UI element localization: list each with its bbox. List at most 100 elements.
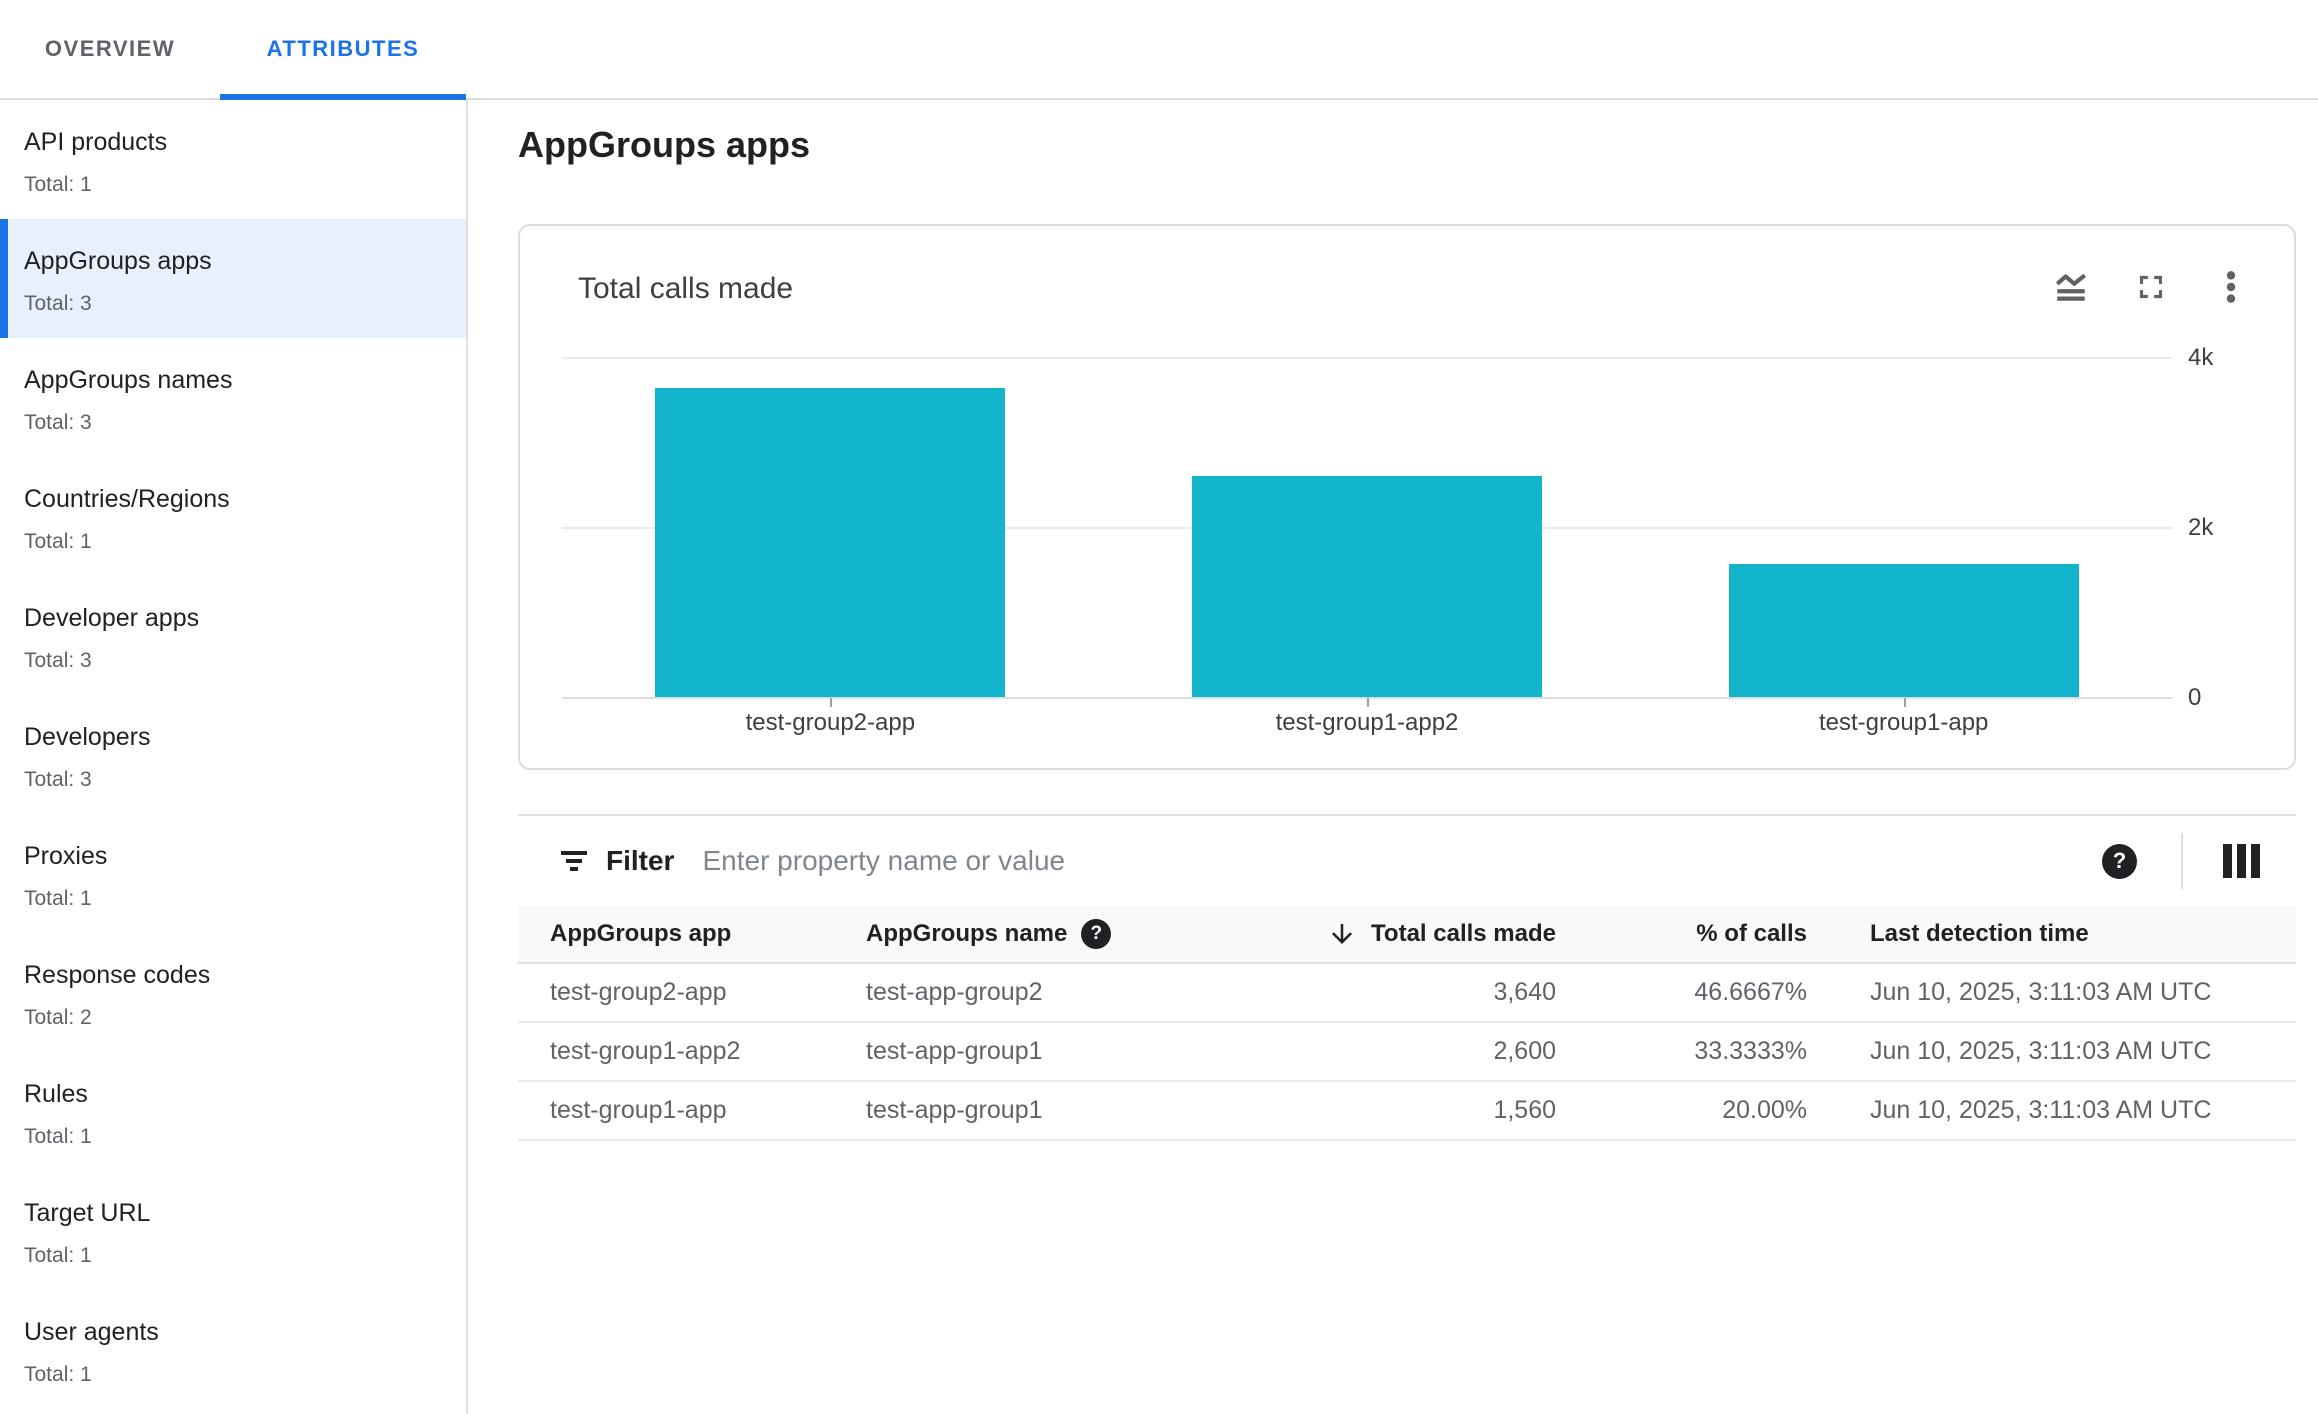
cell-total-calls: 1,560 [1226,1081,1556,1141]
bar-slots [562,357,2172,707]
sidebar-item-total: Total: 1 [24,1244,92,1267]
cell-appgroups-app: test-group1-app [518,1081,866,1141]
appgroups-apps-table: AppGroups app AppGroups name ? [518,906,2296,1141]
sidebar-item-label: Rules [24,1080,88,1108]
sidebar-item-total: Total: 1 [24,1125,92,1148]
cell-last-detection-time: Jun 10, 2025, 3:11:03 AM UTC [1807,1081,2296,1141]
x-axis-tick [830,698,833,707]
sidebar-item-target-url[interactable]: Target URL Total: 1 [0,1171,466,1290]
sidebar-item-total: Total: 3 [24,768,92,791]
x-axis-tick [1367,698,1369,707]
cell-percent-of-calls: 33.3333% [1556,1022,1807,1082]
cell-appgroups-name: test-app-group1 [866,1081,1226,1141]
bar-chart-plot: 4k 2k 0 [562,344,2213,711]
cell-appgroups-app: test-group2-app [518,963,866,1023]
table-row[interactable]: test-group2-app test-app-group2 3,640 46… [518,963,2296,1023]
sidebar-item-developers[interactable]: Developers Total: 3 [0,695,466,814]
sidebar-item-total: Total: 3 [24,649,92,672]
bar-slot [562,357,1099,707]
sort-descending-icon [1327,919,1357,949]
sidebar-item-label: AppGroups apps [24,247,212,275]
filter-input[interactable] [702,845,2102,877]
x-axis-tick [1903,698,1906,707]
cell-appgroups-name: test-app-group1 [866,1022,1226,1082]
kebab-menu-icon[interactable] [2212,268,2250,306]
y-axis-tick-label: 0 [2188,684,2202,711]
sidebar-item-countries-regions[interactable]: Countries/Regions Total: 1 [0,457,466,576]
filter-label: Filter [606,845,675,876]
bar-test-group1-app[interactable] [1728,564,2079,697]
sidebar-item-total: Total: 3 [24,292,92,315]
column-settings-icon[interactable] [2223,844,2260,878]
sidebar-item-label: Developers [24,723,151,751]
sidebar-item-appgroups-apps[interactable]: AppGroups apps Total: 3 [0,219,466,338]
sidebar-item-label: AppGroups names [24,366,233,394]
tab-active-indicator [220,94,466,100]
sidebar-item-proxies[interactable]: Proxies Total: 1 [0,814,466,933]
sidebar-item-total: Total: 3 [24,411,92,434]
tab-attributes-label: ATTRIBUTES [266,36,420,61]
total-calls-chart-card: Total calls made [518,224,2296,770]
sidebar-item-developer-apps[interactable]: Developer apps Total: 3 [0,576,466,695]
sidebar-item-label: User agents [24,1318,159,1346]
x-axis-label: test-group1-app2 [1275,709,1459,736]
chart-title: Total calls made [578,272,794,305]
y-axis-tick-label: 2k [2188,514,2214,541]
cell-last-detection-time: Jun 10, 2025, 3:11:03 AM UTC [1807,1022,2296,1082]
sidebar-item-label: Response codes [24,961,211,989]
cell-total-calls: 2,600 [1226,1022,1556,1082]
fullscreen-icon[interactable] [2132,268,2170,306]
page-title: AppGroups apps [518,124,811,165]
cell-total-calls: 3,640 [1226,963,1556,1023]
bar-slot [1635,357,2172,707]
filter-icon [561,851,587,871]
y-axis-tick-label: 4k [2188,344,2214,371]
sidebar-item-label: Target URL [24,1199,151,1227]
chart-type-icon[interactable] [2052,268,2090,306]
x-axis-labels: test-group2-app test-group1-app2 test-gr… [562,709,2172,737]
sidebar-item-total: Total: 2 [24,1006,92,1029]
table-row[interactable]: test-group1-app test-app-group1 1,560 20… [518,1081,2296,1141]
tab-overview[interactable]: OVERVIEW [0,0,220,98]
cell-appgroups-name: test-app-group2 [866,963,1226,1023]
sidebar-item-appgroups-names[interactable]: AppGroups names Total: 3 [0,338,466,457]
sidebar-item-total: Total: 1 [24,530,92,553]
table-header-row: AppGroups app AppGroups name ? [518,906,2296,964]
sidebar-item-user-agents[interactable]: User agents Total: 1 [0,1290,466,1409]
sidebar-item-label: API products [24,128,168,156]
column-header-total-calls-made[interactable]: Total calls made [1226,906,1556,964]
column-header-last-detection-time[interactable]: Last detection time [1807,906,2296,964]
tab-bar: OVERVIEW ATTRIBUTES [0,0,2318,100]
bar-test-group2-app[interactable] [655,387,1006,697]
cell-percent-of-calls: 20.00% [1556,1081,1807,1141]
sidebar-item-label: Proxies [24,842,108,870]
attributes-table-container: AppGroups app AppGroups name ? [518,906,2296,1141]
x-axis-label: test-group2-app [745,709,916,736]
filter-bar-divider [2181,833,2183,889]
sidebar-item-response-codes[interactable]: Response codes Total: 2 [0,933,466,1052]
sidebar-item-total: Total: 1 [24,887,92,910]
sidebar-item-api-products[interactable]: API products Total: 1 [0,100,466,219]
column-header-appgroups-app[interactable]: AppGroups app [518,906,866,964]
table-row[interactable]: test-group1-app2 test-app-group1 2,600 3… [518,1022,2296,1082]
sidebar-item-label: Developer apps [24,604,200,632]
gridline-4k: 4k [562,344,2213,371]
filter-help-icon[interactable]: ? [2102,843,2137,879]
main-content: AppGroups apps Total calls made [470,100,2318,1414]
sidebar-item-total: Total: 1 [24,1363,92,1386]
x-axis-label: test-group1-app [1818,709,1989,736]
sidebar-item-label: Countries/Regions [24,485,230,513]
attributes-sidebar: API products Total: 1 AppGroups apps Tot… [0,100,468,1414]
sidebar-item-rules[interactable]: Rules Total: 1 [0,1052,466,1171]
table-filter-bar: Filter ? [518,814,2296,906]
column-header-appgroups-name[interactable]: AppGroups name ? [866,906,1226,964]
tab-attributes[interactable]: ATTRIBUTES [220,0,466,100]
bar-slot [1099,357,1636,707]
column-header-percent-of-calls[interactable]: % of calls [1556,906,1807,964]
bar-test-group1-app2[interactable] [1192,476,1542,697]
chart-toolbar [2052,268,2250,306]
cell-appgroups-app: test-group1-app2 [518,1022,866,1082]
tab-overview-label: OVERVIEW [44,36,176,61]
appgroups-name-help-icon[interactable]: ? [1081,919,1112,949]
cell-percent-of-calls: 46.6667% [1556,963,1807,1023]
